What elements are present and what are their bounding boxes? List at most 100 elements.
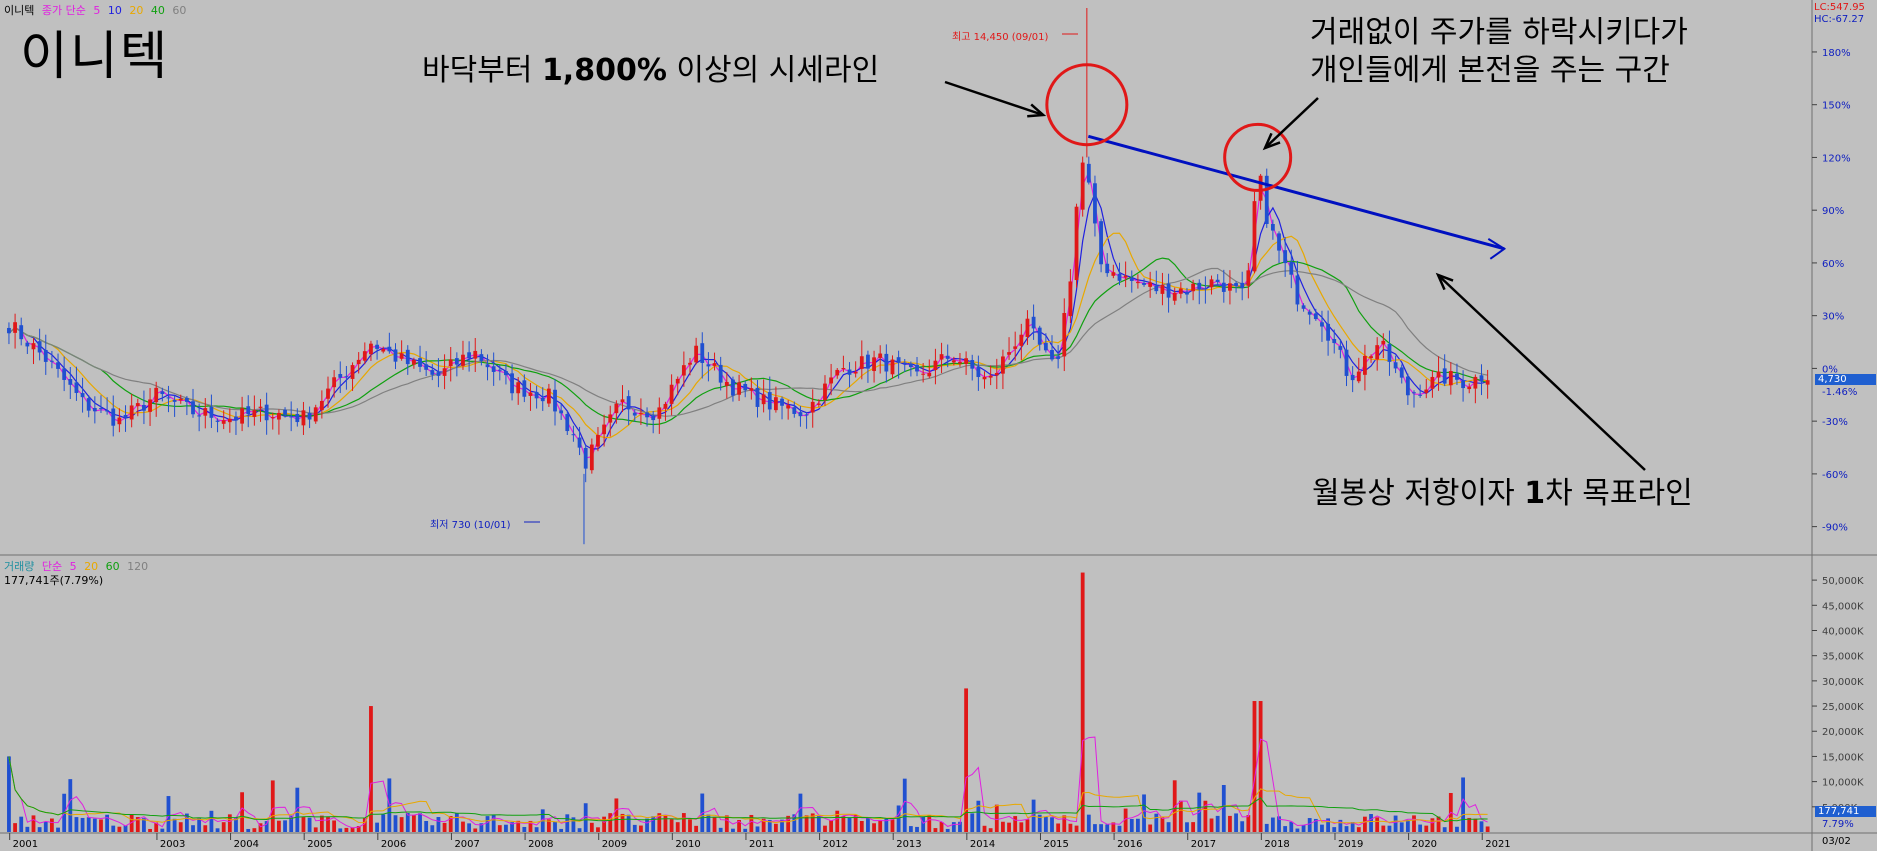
candle-body xyxy=(1234,283,1238,287)
volume-bar xyxy=(215,828,220,832)
candle-body xyxy=(859,356,864,369)
volume-bar xyxy=(663,815,668,832)
candle-body xyxy=(7,327,11,334)
candle-body xyxy=(951,360,956,363)
volume-bar xyxy=(1424,825,1429,832)
candle-body xyxy=(491,366,496,372)
volume-bar xyxy=(252,828,257,832)
volume-bar xyxy=(19,816,24,832)
volume-bar xyxy=(1277,816,1281,832)
candle-body xyxy=(25,342,30,347)
volume-bar xyxy=(694,825,699,832)
volume-bar xyxy=(1436,816,1441,832)
high-marker-label: 최고 14,450 (09/01) xyxy=(952,32,1049,43)
volume-bar xyxy=(436,817,441,832)
candle-body xyxy=(154,387,159,403)
volume-bar xyxy=(577,828,582,832)
candle-body xyxy=(86,398,91,411)
lc-label: LC:547.95 xyxy=(1814,2,1865,13)
candle-body xyxy=(203,408,208,416)
volume-tick-label: 45,000K xyxy=(1822,601,1864,612)
volume-bar xyxy=(467,823,472,832)
date-label: 03/02 xyxy=(1822,836,1851,847)
candle-body xyxy=(424,364,429,370)
ma-period-40: 40 xyxy=(150,4,165,17)
candle-body xyxy=(1412,392,1416,394)
volume-bar xyxy=(393,815,398,832)
candle-body xyxy=(1405,376,1410,396)
candle-body xyxy=(240,408,245,424)
candle-body xyxy=(442,368,447,376)
volume-bar xyxy=(68,779,73,832)
volume-bar xyxy=(92,818,97,832)
second-peak-circle xyxy=(1223,122,1293,192)
time-tick-label: 2006 xyxy=(381,839,406,850)
floor-annotation-suffix: 이상의 시세라인 xyxy=(666,53,880,88)
candle-body xyxy=(1037,327,1042,345)
candle-body xyxy=(1436,371,1441,378)
volume-bar xyxy=(240,792,245,832)
candle-body xyxy=(1142,282,1146,285)
volume-bar xyxy=(1240,821,1245,832)
volume-bar xyxy=(1283,826,1288,832)
time-tick-label: 2011 xyxy=(749,839,774,850)
volume-bar xyxy=(424,820,429,832)
volume-bar xyxy=(688,819,692,832)
candle-body xyxy=(1424,389,1429,393)
time-tick-label: 2003 xyxy=(160,839,185,850)
volume-bar xyxy=(1191,822,1196,832)
candle-body xyxy=(1485,380,1490,385)
stock-name-label: 이니텍 xyxy=(4,4,35,17)
volume-bar xyxy=(25,826,30,832)
candle-body xyxy=(626,396,631,410)
volume-bar xyxy=(1320,824,1324,832)
candle-body xyxy=(418,358,422,367)
candle-body xyxy=(853,371,858,374)
volume-bar xyxy=(970,813,975,832)
candle-body xyxy=(399,353,404,359)
volume-tick-label: 35,000K xyxy=(1822,652,1864,663)
volume-bar xyxy=(1166,822,1171,832)
volume-bar xyxy=(277,820,281,832)
volume-bar xyxy=(1148,824,1153,832)
candle-body xyxy=(767,392,772,410)
time-tick-label: 2010 xyxy=(675,839,700,850)
candle-body xyxy=(1074,206,1079,281)
volume-bar xyxy=(405,812,410,832)
volume-bar xyxy=(1001,821,1005,832)
current-volume-readout: 177,741주(7.79%) xyxy=(4,574,104,587)
candle-body xyxy=(166,397,171,399)
candle-body xyxy=(1178,288,1183,294)
volume-label: 거래량 xyxy=(4,560,35,573)
volume-bar xyxy=(651,816,656,832)
candle-body xyxy=(639,412,643,414)
volume-bar xyxy=(80,817,85,832)
price-tick-label: 90% xyxy=(1822,206,1844,217)
volume-bar xyxy=(976,800,981,832)
candle-body xyxy=(724,381,729,386)
volume-bar xyxy=(731,828,735,832)
volume-bar xyxy=(896,805,901,832)
volume-bar xyxy=(399,817,404,832)
candle-body xyxy=(1252,201,1257,272)
volume-bar xyxy=(982,825,987,832)
time-tick-label: 2019 xyxy=(1338,839,1363,850)
candle-body xyxy=(197,415,202,417)
volume-bar xyxy=(951,822,956,832)
time-tick-label: 2018 xyxy=(1264,839,1289,850)
candle-body xyxy=(1283,250,1288,264)
candle-body xyxy=(927,372,932,377)
volume-bars xyxy=(7,572,1490,832)
candle-body xyxy=(608,414,613,423)
time-tick-label: 2009 xyxy=(602,839,627,850)
candle-body xyxy=(461,354,465,366)
candle-body xyxy=(602,424,607,435)
candle-body xyxy=(191,401,195,415)
current-volume-pct: 7.79% xyxy=(1822,819,1854,830)
target-annotation-suffix: 차 목표라인 xyxy=(1545,476,1693,511)
volume-bar xyxy=(1289,821,1294,832)
volume-bar xyxy=(626,814,631,832)
candle-body xyxy=(958,362,962,364)
volume-bar xyxy=(994,804,999,832)
candle-body xyxy=(829,377,834,384)
